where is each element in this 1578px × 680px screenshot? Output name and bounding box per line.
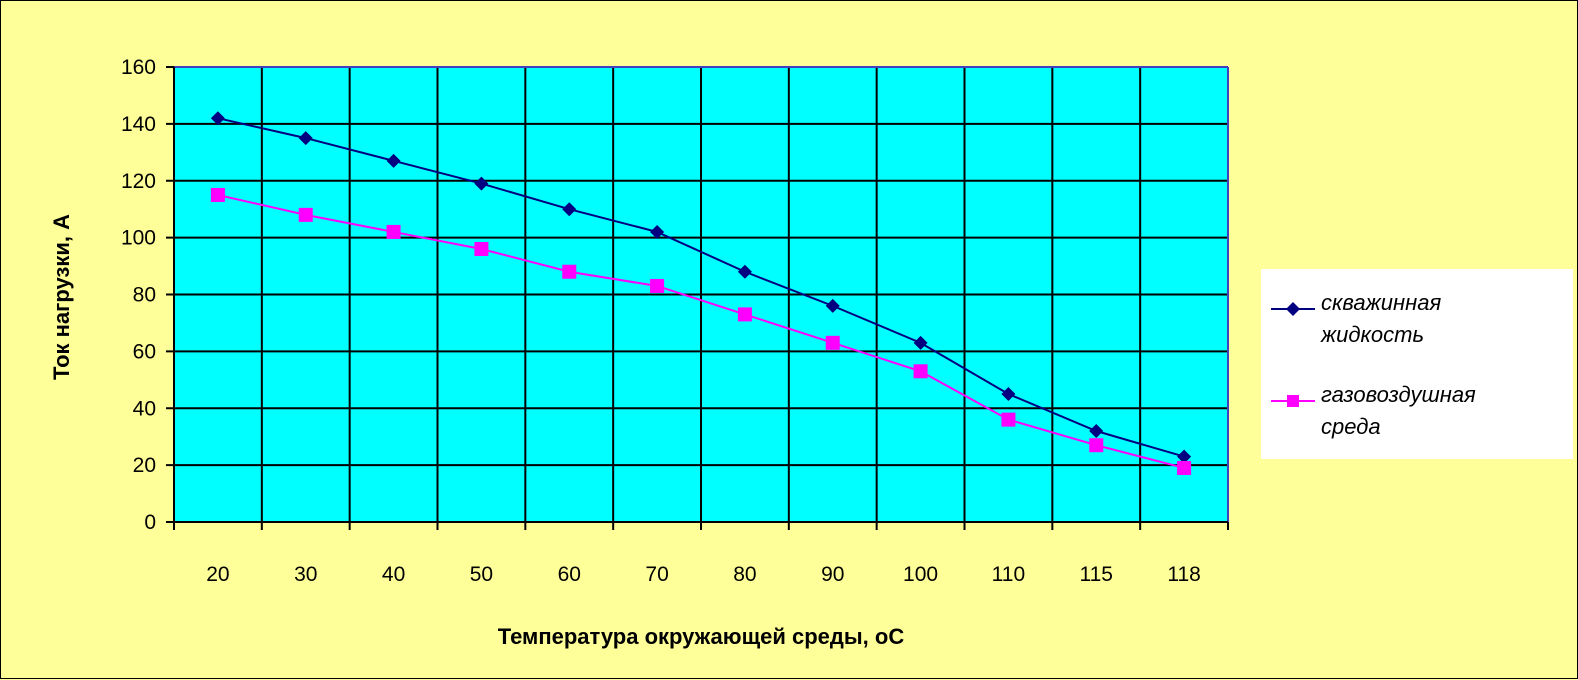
data-point-diamond	[562, 202, 577, 217]
legend-label-series-1: скважинная жидкость	[1321, 287, 1571, 351]
square-marker-icon	[1271, 395, 1315, 407]
y-tick-label: 0	[144, 511, 156, 534]
legend: скважинная жидкость газовоздушная среда	[1261, 269, 1573, 459]
x-tick-label: 30	[294, 563, 317, 586]
diamond-marker-icon	[1271, 302, 1315, 316]
series-layer	[210, 111, 1192, 475]
y-tick-label: 100	[121, 227, 156, 250]
x-tick-label: 118	[1167, 563, 1200, 586]
axes: 0 20 40 60 80 100 120 140 160 20 30 40 50 60 70 80 90 100…	[121, 56, 1229, 586]
data-point-square	[1001, 412, 1016, 427]
data-point-diamond	[1001, 387, 1016, 402]
x-tick-label: 100	[903, 563, 938, 586]
x-tick-label: 115	[1080, 563, 1113, 586]
legend-label-line: скважинная	[1321, 290, 1442, 315]
y-tick-label: 160	[121, 56, 156, 79]
x-tick-label: 110	[992, 563, 1025, 586]
y-tick-label: 40	[133, 397, 156, 420]
legend-item-series-2: газовоздушная среда	[1261, 379, 1573, 459]
y-tick-label: 20	[133, 454, 156, 477]
data-point-square	[650, 278, 665, 293]
legend-label-line: среда	[1321, 414, 1381, 439]
x-tick-label: 20	[206, 563, 229, 586]
x-tick-label: 90	[821, 563, 844, 586]
legend-label-line: жидкость	[1321, 322, 1425, 347]
data-point-diamond	[1089, 424, 1104, 438]
x-tick-label: 80	[733, 563, 756, 586]
data-point-diamond	[474, 176, 489, 191]
data-point-diamond	[737, 264, 752, 279]
data-point-square	[298, 207, 313, 222]
x-tick-label: 60	[558, 563, 581, 586]
legend-label-line: газовоздушная	[1321, 382, 1476, 407]
y-tick-label: 80	[133, 284, 156, 307]
x-axis-title: Температура окружающей среды, оС	[498, 624, 905, 649]
data-point-square	[562, 264, 577, 279]
data-point-square	[737, 307, 752, 322]
data-point-square	[210, 187, 225, 202]
data-point-diamond	[386, 153, 401, 168]
x-tick-label: 40	[382, 563, 405, 586]
data-point-diamond	[298, 131, 313, 146]
data-point-diamond	[913, 335, 928, 350]
legend-item-series-1: скважинная жидкость	[1261, 287, 1573, 367]
data-point-square	[1177, 460, 1192, 475]
data-point-square	[474, 242, 489, 256]
data-point-square	[1089, 438, 1104, 453]
legend-label-series-2: газовоздушная среда	[1321, 379, 1571, 443]
y-tick-label: 60	[133, 340, 156, 363]
data-point-square	[913, 364, 928, 379]
data-point-diamond	[210, 111, 225, 126]
data-point-square	[386, 224, 401, 239]
data-point-square	[825, 335, 840, 350]
series-1-line	[217, 117, 1185, 458]
data-point-diamond	[650, 224, 665, 239]
x-tick-label: 50	[470, 563, 493, 586]
data-point-diamond	[825, 298, 840, 313]
y-axis-title: Ток нагрузки, А	[49, 214, 74, 380]
series-2-line	[217, 193, 1185, 469]
data-point-diamond	[1177, 449, 1192, 464]
y-tick-label: 120	[121, 170, 156, 193]
x-tick-label: 70	[645, 563, 668, 586]
y-tick-label: 140	[121, 113, 156, 136]
